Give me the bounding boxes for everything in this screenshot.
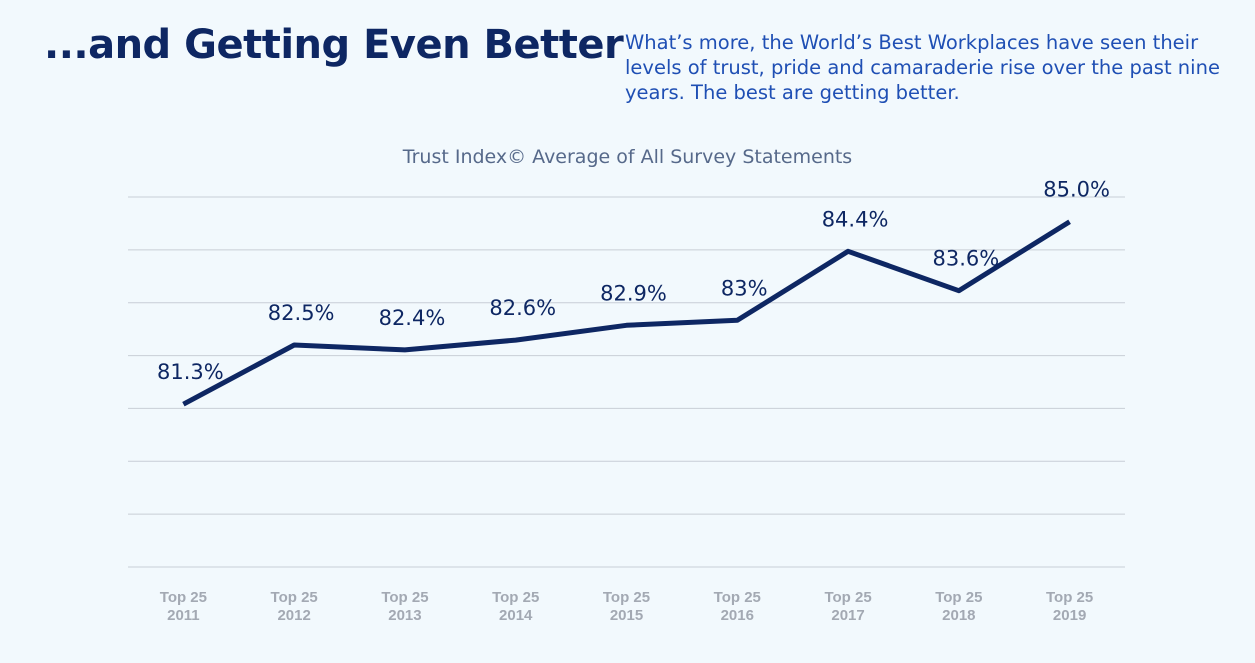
data-label: 81.3% (157, 360, 224, 384)
data-label: 82.9% (600, 281, 667, 305)
data-label: 82.6% (489, 296, 556, 320)
x-tick-label: Top 25 (1046, 589, 1093, 606)
x-tick-label: 2015 (610, 607, 643, 624)
x-tick-label: Top 25 (271, 589, 318, 606)
data-label: 82.4% (379, 306, 446, 330)
x-tick-label: Top 25 (603, 589, 650, 606)
page-title: ...and Getting Even Better (44, 22, 624, 68)
series-line-trust-index (182, 219, 1071, 407)
data-label: 83% (721, 276, 768, 300)
x-tick-label: 2011 (167, 607, 200, 624)
data-label: 83.6% (932, 247, 999, 271)
page-description: What’s more, the World’s Best Workplaces… (625, 31, 1220, 104)
data-label: 84.4% (822, 207, 889, 231)
x-tick-label: Top 25 (381, 589, 428, 606)
x-tick-label: 2016 (721, 607, 754, 624)
x-tick-label: 2018 (942, 607, 975, 624)
x-tick-label: 2019 (1053, 607, 1086, 624)
data-label: 82.5% (268, 301, 335, 325)
x-tick-label: Top 25 (714, 589, 761, 606)
data-label: 85.0% (1043, 178, 1110, 202)
x-tick-label: Top 25 (935, 589, 982, 606)
x-tick-label: Top 25 (824, 589, 871, 606)
x-tick-label: 2014 (499, 607, 533, 624)
x-tick-label: Top 25 (160, 589, 207, 606)
x-tick-label: 2013 (388, 607, 421, 624)
x-tick-label: 2012 (277, 607, 310, 624)
x-tick-label: 2017 (831, 607, 864, 624)
x-tick-label: Top 25 (492, 589, 539, 606)
chart-title: Trust Index© Average of All Survey State… (402, 146, 853, 168)
